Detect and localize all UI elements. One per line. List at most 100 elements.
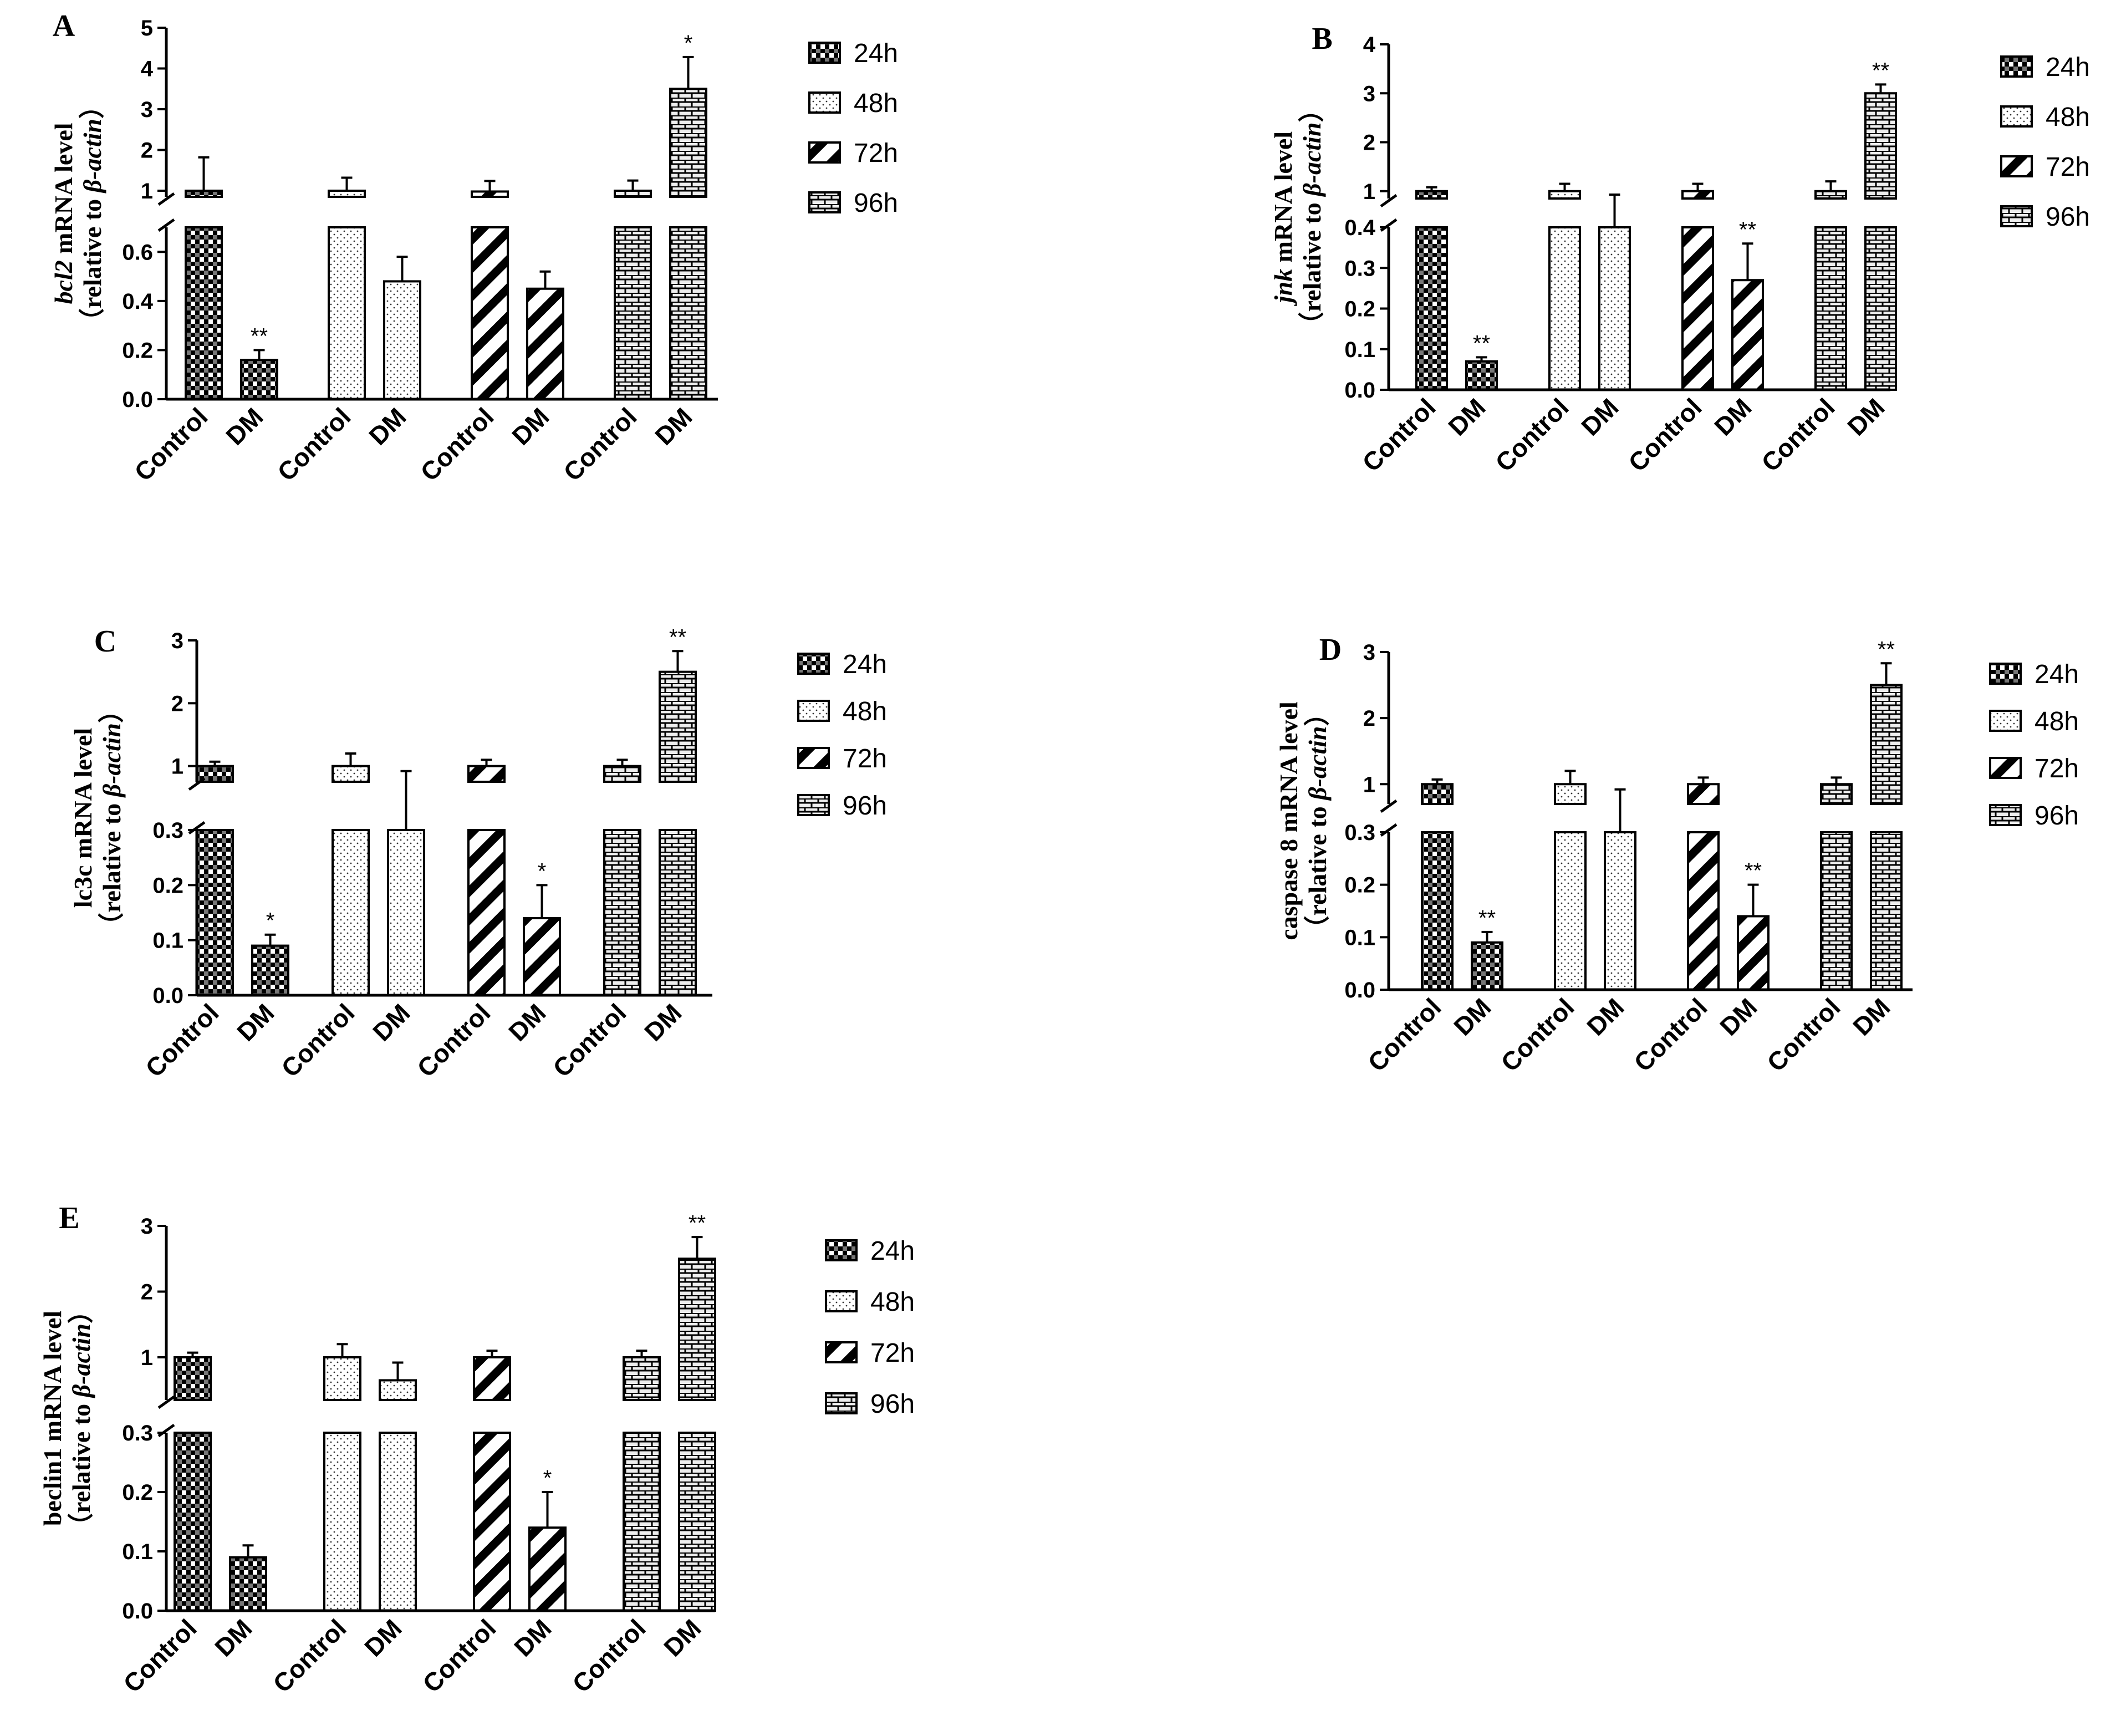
legend-swatch-72h xyxy=(1989,757,2022,779)
bar-24h-dm xyxy=(251,944,289,996)
legend-swatch-24h xyxy=(2000,55,2033,78)
bar-48h-control-upper xyxy=(323,1356,361,1402)
bar-96h-control-lower xyxy=(623,1432,661,1612)
y-axis-label-gene: beclin1 xyxy=(38,1448,67,1526)
category-label: DM xyxy=(231,998,279,1046)
y-axis-label-sub-post: ） xyxy=(1303,700,1332,726)
bar-48h-control-upper xyxy=(1548,190,1581,200)
bar-96h-control-upper xyxy=(1814,190,1847,200)
panel-letter: D xyxy=(1319,633,1342,667)
y-tick-label: 2 xyxy=(171,691,183,716)
bar-96h-dm-upper xyxy=(1864,92,1897,200)
bar-96h-control-lower xyxy=(1814,226,1847,391)
y-tick-label: 0.4 xyxy=(122,289,153,314)
significance-72h-dm: ** xyxy=(1739,217,1756,242)
legend-label-48h: 48h xyxy=(843,697,887,726)
y-tick-label: 2 xyxy=(141,138,153,162)
bar-96h-dm-upper xyxy=(669,88,707,198)
category-label: Control xyxy=(272,402,356,486)
bar-96h-dm-upper xyxy=(659,670,697,783)
y-tick-label: 0.2 xyxy=(122,338,153,363)
y-axis-label-gene: caspase 8 xyxy=(1274,839,1303,940)
y-axis-label-gene: jnk xyxy=(1269,269,1297,307)
category-label: Control xyxy=(411,998,496,1082)
axis-break-lower xyxy=(157,1423,175,1438)
legend-swatch-48h xyxy=(797,700,830,722)
y-tick-label: 2 xyxy=(1363,131,1375,155)
y-axis-label-sub-italic: β-actin xyxy=(98,723,126,798)
category-label: DM xyxy=(503,998,551,1046)
bar-48h-control-lower xyxy=(323,1432,361,1612)
bar-72h-dm xyxy=(1731,279,1764,391)
bar-96h-dm-upper xyxy=(678,1258,716,1402)
y-tick-label: 0.0 xyxy=(122,388,153,412)
y-tick-label: 0.2 xyxy=(1344,873,1375,898)
category-label: Control xyxy=(276,998,360,1082)
y-tick-label: 0.3 xyxy=(1344,821,1375,845)
bar-48h-control-upper xyxy=(332,765,370,783)
y-tick-label: 2 xyxy=(141,1280,153,1304)
y-axis-label-main: mRNA level xyxy=(38,1311,67,1448)
legend-label-96h: 96h xyxy=(854,189,898,218)
category-label: DM xyxy=(367,998,415,1046)
y-tick-label: 0.0 xyxy=(1344,378,1375,403)
bar-24h-dm xyxy=(240,359,278,401)
category-label: Control xyxy=(1495,992,1579,1077)
y-tick-label: 3 xyxy=(1363,82,1375,106)
category-label: DM xyxy=(1575,393,1624,441)
bar-72h-dm xyxy=(523,917,561,997)
bar-96h-control-upper xyxy=(1820,783,1853,805)
y-axis-label-sub-italic: β-actin xyxy=(1303,726,1332,801)
panel-letter: A xyxy=(53,9,75,43)
category-label: DM xyxy=(639,998,687,1046)
bar-72h-control-upper xyxy=(1681,190,1714,200)
bar-48h-dm-upper xyxy=(379,1379,417,1402)
legend-swatch-72h xyxy=(2000,155,2033,177)
bar-72h-control-upper xyxy=(471,190,509,198)
y-axis-label-sub-pre: （relative to xyxy=(1303,800,1332,941)
category-label: Control xyxy=(567,1613,651,1698)
significance-24h-dm: ** xyxy=(1473,331,1490,355)
legend-swatch-96h xyxy=(797,794,830,816)
y-tick-label: 0.2 xyxy=(122,1480,153,1505)
legend-label-24h: 24h xyxy=(870,1236,915,1266)
y-tick-label: 1 xyxy=(141,1346,153,1370)
y-tick-label: 4 xyxy=(1363,33,1376,57)
bar-48h-dm xyxy=(1604,831,1636,991)
significance-24h-dm: ** xyxy=(1478,906,1496,930)
bar-48h-control-lower xyxy=(328,226,366,400)
y-tick-label: 0.1 xyxy=(1344,338,1375,362)
bar-48h-dm xyxy=(387,829,425,996)
legend-label-96h: 96h xyxy=(870,1389,915,1419)
axis-break-lower xyxy=(157,218,175,232)
y-axis-label-gene: bcl2 xyxy=(49,260,78,304)
legend-label-72h: 72h xyxy=(2034,754,2079,783)
significance-72h-dm: ** xyxy=(1745,859,1762,883)
category-label: Control xyxy=(1490,393,1574,477)
y-axis-label: lc3c mRNA level（relative to β-actin） xyxy=(69,698,126,938)
y-tick-label: 0.1 xyxy=(1344,925,1375,950)
bar-72h-control-lower xyxy=(1681,226,1714,391)
bar-96h-dm-upper xyxy=(1870,684,1903,805)
bar-24h-control-upper xyxy=(185,189,223,198)
y-tick-label: 0.6 xyxy=(122,240,153,264)
category-label: DM xyxy=(508,1613,557,1662)
legend-label-96h: 96h xyxy=(2034,801,2079,831)
y-tick-label: 0.3 xyxy=(1344,256,1375,281)
legend-swatch-24h xyxy=(797,653,830,675)
bar-96h-dm-lower xyxy=(1864,226,1897,391)
y-axis-label-sub-post: ） xyxy=(78,93,106,119)
y-tick-label: 3 xyxy=(1363,640,1375,665)
bar-48h-dm-lower xyxy=(379,1432,417,1612)
bar-24h-control-upper xyxy=(1421,783,1454,805)
significance-96h-dm: * xyxy=(684,31,693,55)
y-axis-label: jnk mRNA level（relative to β-actin） xyxy=(1269,96,1326,337)
axis-break-upper xyxy=(1380,799,1398,813)
y-axis-label-sub-italic: β-actin xyxy=(67,1323,95,1398)
bar-72h-control-upper xyxy=(1687,783,1720,805)
category-label: Control xyxy=(417,1613,501,1698)
y-axis-label-main: mRNA level xyxy=(49,123,78,260)
bar-96h-control-upper xyxy=(603,765,641,783)
legend-label-48h: 48h xyxy=(2046,103,2090,132)
axis-break-upper xyxy=(1380,194,1398,208)
